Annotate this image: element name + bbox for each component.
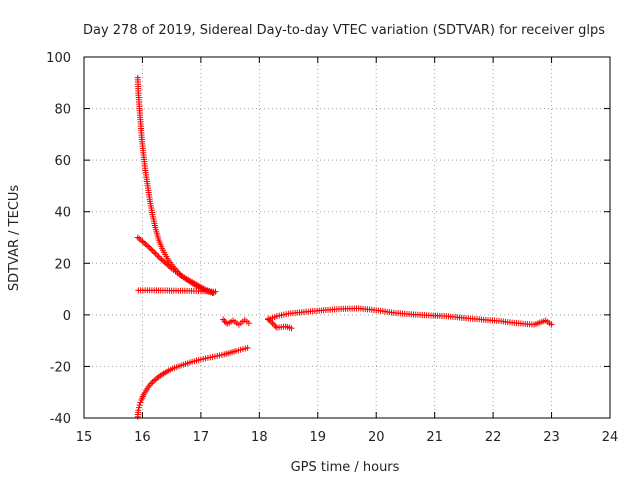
- data-point: [270, 321, 277, 328]
- y-tick-label: 40: [54, 206, 71, 221]
- data-point: [155, 253, 162, 260]
- data-point: [156, 255, 163, 262]
- y-tick-label: 100: [46, 51, 71, 66]
- data-point: [140, 239, 147, 246]
- y-tick-label: 20: [54, 257, 71, 272]
- y-axis-title: SDTVAR / TECUs: [7, 185, 22, 292]
- data-point: [137, 399, 144, 406]
- x-tick-label: 15: [76, 430, 93, 445]
- data-point: [165, 262, 172, 269]
- data-point: [149, 247, 156, 254]
- data-point: [154, 252, 161, 259]
- x-axis-title: GPS time / hours: [291, 460, 400, 475]
- data-point: [221, 317, 228, 324]
- data-point: [135, 407, 142, 414]
- x-tick-label: 16: [134, 430, 151, 445]
- data-point: [143, 242, 150, 249]
- data-point: [220, 316, 227, 323]
- chart-title: Day 278 of 2019, Sidereal Day-to-day VTE…: [83, 23, 605, 38]
- data-point: [148, 380, 155, 387]
- x-tick-label: 20: [368, 430, 385, 445]
- x-tick-label: 22: [485, 430, 502, 445]
- data-point: [136, 402, 143, 409]
- data-point: [151, 249, 158, 256]
- data-point: [209, 289, 216, 296]
- data-point: [139, 238, 146, 245]
- plot-frame: [83, 56, 611, 419]
- y-tick-label: -20: [50, 360, 71, 375]
- data-point: [149, 379, 156, 386]
- data-points: [134, 74, 555, 420]
- x-tick-label: 23: [543, 430, 560, 445]
- data-point: [167, 264, 174, 271]
- data-point: [146, 244, 153, 251]
- data-point: [162, 260, 169, 267]
- data-point: [142, 240, 149, 247]
- x-tick-label: 24: [602, 430, 619, 445]
- data-point: [288, 325, 295, 332]
- y-tick-label: 60: [54, 154, 71, 169]
- data-point: [272, 323, 279, 330]
- tick-labels: 15 16 17 18 19 20 21 22 23 24 100 80 60 40 20 0 -20 -40: [46, 51, 618, 445]
- data-point: [148, 246, 155, 253]
- data-point: [159, 257, 166, 264]
- data-point: [152, 250, 159, 257]
- data-point: [161, 258, 168, 265]
- x-tick-label: 17: [193, 430, 210, 445]
- data-point: [548, 321, 555, 328]
- data-point: [244, 344, 251, 351]
- y-tick-label: -40: [50, 412, 71, 427]
- x-tick-label: 21: [426, 430, 443, 445]
- data-point: [135, 404, 142, 411]
- data-point: [145, 243, 152, 250]
- data-point: [245, 320, 252, 327]
- x-tick-label: 19: [310, 430, 327, 445]
- x-tick-label: 18: [251, 430, 268, 445]
- y-tick-label: 0: [63, 309, 71, 324]
- data-point: [212, 288, 219, 295]
- axis-ticks: [83, 56, 611, 419]
- data-point: [158, 256, 165, 263]
- data-point: [164, 261, 171, 268]
- grid-lines: [84, 57, 610, 418]
- y-tick-label: 80: [54, 103, 71, 118]
